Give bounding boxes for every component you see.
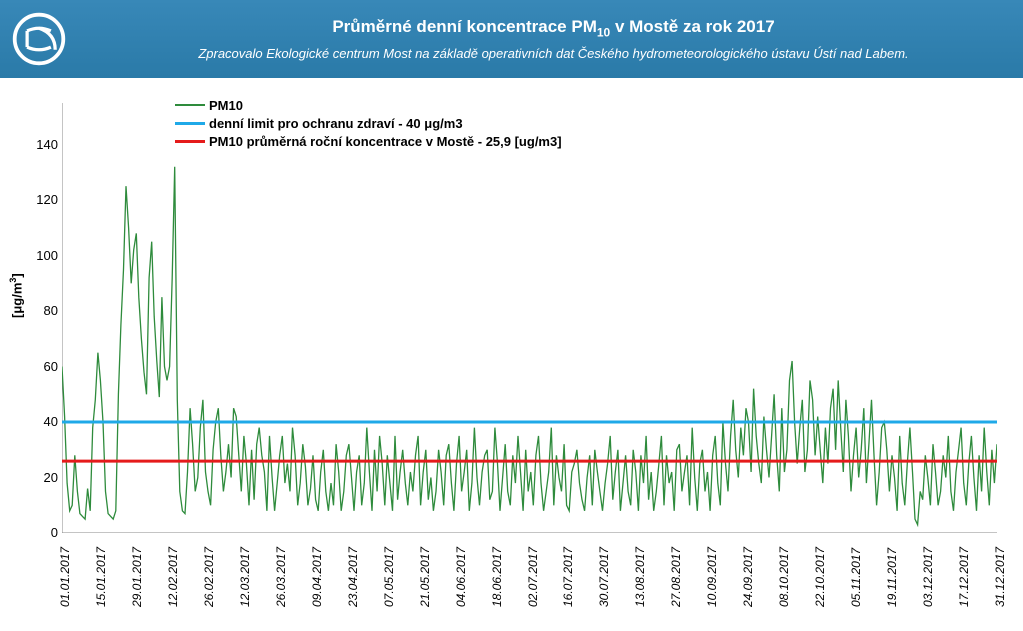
legend-swatch-limit bbox=[175, 122, 205, 125]
legend-label-pm10: PM10 bbox=[209, 98, 243, 113]
y-tick-label: 80 bbox=[28, 303, 58, 318]
y-tick-label: 140 bbox=[28, 137, 58, 152]
x-tick-label: 05.11.2017 bbox=[849, 548, 863, 607]
x-tick-label: 16.07.2017 bbox=[561, 547, 575, 607]
x-tick-label: 12.03.2017 bbox=[238, 547, 252, 607]
logo-icon bbox=[12, 12, 66, 66]
y-axis-label: [μg/m3] bbox=[8, 273, 24, 318]
legend-swatch-avg bbox=[175, 140, 205, 143]
y-tick-label: 60 bbox=[28, 359, 58, 374]
plot-container bbox=[62, 103, 997, 533]
chart-area: [μg/m3] PM10 denní limit pro ochranu zdr… bbox=[0, 78, 1023, 631]
header: Průměrné denní koncentrace PM10 v Mostě … bbox=[0, 0, 1023, 78]
x-tick-label: 04.06.2017 bbox=[454, 547, 468, 607]
x-tick-label: 02.07.2017 bbox=[526, 547, 540, 607]
legend-row-limit: denní limit pro ochranu zdraví - 40 μg/m… bbox=[175, 114, 562, 132]
x-tick-label: 13.08.2017 bbox=[633, 547, 647, 607]
x-tick-label: 10.09.2017 bbox=[705, 547, 719, 607]
series-pm10 bbox=[62, 167, 997, 525]
y-tick-label: 20 bbox=[28, 470, 58, 485]
x-tick-label: 01.01.2017 bbox=[58, 547, 72, 607]
x-tick-label: 24.09.2017 bbox=[741, 547, 755, 607]
x-tick-label: 21.05.2017 bbox=[418, 547, 432, 607]
chart-title: Průměrné denní koncentrace PM10 v Mostě … bbox=[96, 17, 1011, 39]
x-tick-label: 03.12.2017 bbox=[921, 547, 935, 607]
y-tick-label: 120 bbox=[28, 192, 58, 207]
x-tick-label: 31.12.2017 bbox=[993, 547, 1007, 607]
header-text: Průměrné denní koncentrace PM10 v Mostě … bbox=[96, 17, 1011, 60]
title-sub: 10 bbox=[597, 26, 610, 40]
legend-label-avg: PM10 průměrná roční koncentrace v Mostě … bbox=[209, 134, 562, 149]
y-tick-label: 40 bbox=[28, 414, 58, 429]
chart-subtitle: Zpracovalo Ekologické centrum Most na zá… bbox=[96, 46, 1011, 61]
x-tick-label: 07.05.2017 bbox=[382, 547, 396, 607]
x-tick-label: 30.07.2017 bbox=[597, 547, 611, 607]
x-tick-label: 23.04.2017 bbox=[346, 547, 360, 607]
x-tick-label: 19.11.2017 bbox=[885, 548, 899, 607]
legend: PM10 denní limit pro ochranu zdraví - 40… bbox=[175, 96, 562, 150]
legend-row-avg: PM10 průměrná roční koncentrace v Mostě … bbox=[175, 132, 562, 150]
title-pre: Průměrné denní koncentrace PM bbox=[332, 17, 597, 36]
y-tick-label: 0 bbox=[28, 525, 58, 540]
x-tick-label: 29.01.2017 bbox=[130, 547, 144, 607]
y-tick-label: 100 bbox=[28, 248, 58, 263]
legend-row-pm10: PM10 bbox=[175, 96, 562, 114]
x-tick-label: 17.12.2017 bbox=[957, 547, 971, 607]
x-tick-label: 27.08.2017 bbox=[669, 547, 683, 607]
x-tick-label: 09.04.2017 bbox=[310, 547, 324, 607]
x-tick-label: 12.02.2017 bbox=[166, 547, 180, 607]
legend-label-limit: denní limit pro ochranu zdraví - 40 μg/m… bbox=[209, 116, 463, 131]
plot-svg bbox=[62, 103, 997, 533]
x-tick-label: 26.02.2017 bbox=[202, 547, 216, 607]
x-tick-label: 08.10.2017 bbox=[777, 547, 791, 607]
legend-swatch-pm10 bbox=[175, 104, 205, 106]
x-tick-label: 18.06.2017 bbox=[490, 547, 504, 607]
x-tick-label: 22.10.2017 bbox=[813, 547, 827, 607]
x-tick-label: 26.03.2017 bbox=[274, 547, 288, 607]
title-post: v Mostě za rok 2017 bbox=[610, 17, 774, 36]
x-tick-label: 15.01.2017 bbox=[94, 547, 108, 607]
